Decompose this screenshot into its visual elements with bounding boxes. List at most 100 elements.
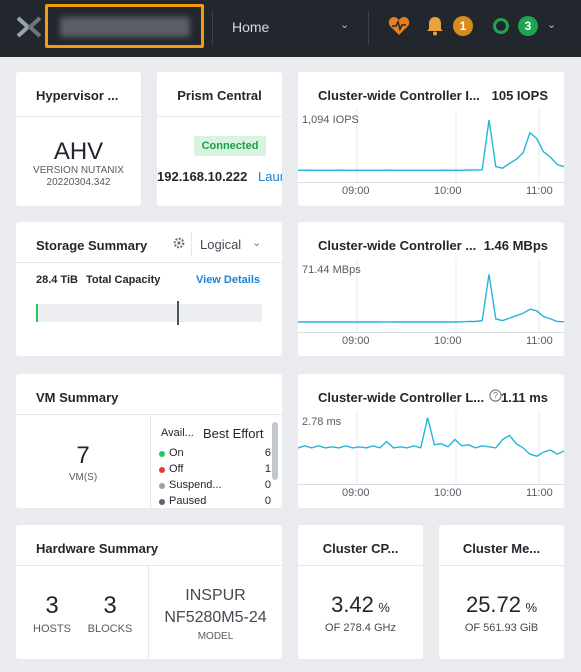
cpu-usage-unit: % — [378, 600, 390, 615]
storage-used-fill — [36, 304, 38, 322]
alerts-count-badge[interactable]: 1 — [453, 16, 473, 36]
gear-icon[interactable] — [172, 236, 186, 250]
chart-max-label: 1,094 IOPS — [302, 114, 359, 126]
divider — [16, 262, 282, 263]
vm-status-value: 0 — [264, 479, 271, 491]
x-tick-label: 11:00 — [526, 487, 553, 499]
divider — [150, 414, 151, 508]
vm-status-row[interactable]: On 6 — [159, 447, 271, 461]
divider — [368, 12, 369, 44]
memory-usage-unit: % — [525, 600, 538, 615]
top-navigation-bar: Home ⌄ 1 3 ⌄ — [0, 0, 581, 57]
card-title: Prism Central — [177, 88, 262, 103]
controller-iops-card[interactable]: Cluster-wide Controller I... 105 IOPS 1,… — [298, 72, 564, 206]
tasks-ring-icon[interactable] — [493, 18, 509, 34]
svg-text:?: ? — [493, 391, 498, 401]
total-capacity-label: Total Capacity — [86, 274, 161, 286]
prism-central-ip: 192.168.10.222 — [157, 169, 248, 184]
card-title: Storage Summary — [36, 238, 148, 253]
cluster-cpu-card[interactable]: Cluster CP... 3.42 % OF 278.4 GHz — [298, 525, 423, 659]
memory-usage: 25.72 % — [439, 592, 564, 618]
vm-status-label: Paused — [169, 495, 207, 507]
connection-status-badge: Connected — [194, 136, 266, 156]
view-details-link[interactable]: View Details — [196, 274, 260, 286]
vm-status-value: 0 — [264, 495, 271, 507]
total-capacity-value: 28.4 TiB — [36, 274, 78, 286]
hardware-summary-card[interactable]: Hardware Summary 3 HOSTS 3 BLOCKS INSPUR… — [16, 525, 282, 659]
series-line — [298, 274, 564, 323]
blocks-label: BLOCKS — [87, 623, 133, 635]
blocks-count: 3 — [103, 592, 117, 619]
x-tick-label: 11:00 — [526, 335, 553, 347]
chart-title: Cluster-wide Controller L... — [318, 390, 485, 405]
hardware-model: NF5280M5-24 — [164, 609, 267, 626]
cluster-name-selector[interactable] — [45, 4, 204, 48]
series-line — [298, 417, 564, 457]
x-tick-label: 09:00 — [342, 335, 370, 347]
prism-central-card[interactable]: Prism Central Connected 192.168.10.222 L… — [157, 72, 282, 206]
vm-status-row[interactable]: Suspend... 0 — [159, 479, 271, 493]
storage-summary-card[interactable]: Storage Summary Logical ⌄ 28.4 TiB Total… — [16, 222, 282, 356]
status-dot-icon — [159, 499, 165, 505]
chart-max-label: 71.44 MBps — [302, 264, 361, 276]
divider — [212, 12, 213, 44]
divider — [439, 565, 564, 566]
x-tick-label: 09:00 — [342, 185, 370, 197]
vm-status-value: 6 — [264, 447, 271, 459]
x-tick-label: 10:00 — [434, 487, 462, 499]
latency-line-chart[interactable] — [298, 411, 564, 485]
alerts-bell-icon[interactable] — [426, 16, 444, 36]
x-tick-label: 11:00 — [526, 185, 553, 197]
chart-current-value: 105 IOPS — [491, 88, 548, 103]
hardware-vendor: INSPUR — [185, 587, 246, 604]
status-dot-icon — [159, 467, 165, 473]
memory-capacity: OF 561.93 GiB — [464, 622, 539, 634]
vm-status-label: Suspend... — [169, 479, 222, 491]
tasks-count-badge[interactable]: 3 — [518, 16, 538, 36]
hosts-count: 3 — [45, 592, 59, 619]
hypervisor-version-line1: VERSION NUTANIX — [33, 165, 124, 176]
vm-status-row[interactable]: Off 1 — [159, 463, 271, 477]
launch-link[interactable]: Laun — [258, 169, 282, 184]
chart-max-label: 2.78 ms — [302, 416, 342, 428]
bandwidth-line-chart[interactable] — [298, 259, 564, 333]
health-heart-icon[interactable] — [388, 16, 410, 36]
vm-status-value: 1 — [264, 463, 271, 475]
nutanix-logo-icon[interactable] — [16, 16, 42, 38]
availability-value: Best Effort — [203, 426, 264, 441]
cpu-usage: 3.42 % — [298, 592, 423, 618]
divider — [157, 116, 282, 117]
controller-latency-card[interactable]: Cluster-wide Controller L... ? 1.11 ms 2… — [298, 374, 564, 508]
hypervisor-summary-card[interactable]: Hypervisor ... AHV VERSION NUTANIX 20220… — [16, 72, 141, 206]
divider — [16, 414, 282, 415]
vm-count: 7 — [76, 442, 90, 469]
memory-usage-value: 25.72 — [465, 592, 522, 617]
home-menu-label[interactable]: Home — [232, 19, 270, 35]
chevron-down-icon[interactable]: ⌄ — [547, 19, 557, 31]
vm-summary-card[interactable]: VM Summary 7 VM(S) Avail... Best Effort … — [16, 374, 282, 508]
vm-status-row[interactable]: Paused 0 — [159, 495, 271, 508]
status-dot-icon — [159, 483, 165, 489]
card-title: Cluster CP... — [322, 541, 399, 556]
divider — [148, 565, 149, 659]
storage-view-select[interactable]: Logical — [200, 237, 242, 252]
card-title: Cluster Me... — [462, 541, 541, 556]
hosts-label: HOSTS — [33, 623, 71, 635]
storage-threshold-marker — [177, 301, 179, 325]
status-dot-icon — [159, 451, 165, 457]
scrollbar-thumb[interactable] — [272, 422, 278, 480]
chevron-down-icon[interactable]: ⌄ — [340, 19, 350, 31]
controller-bandwidth-card[interactable]: Cluster-wide Controller ... 1.46 MBps 71… — [298, 222, 564, 356]
help-question-icon[interactable]: ? — [489, 389, 502, 402]
iops-line-chart[interactable] — [298, 109, 564, 183]
chart-current-value: 1.11 ms — [501, 390, 548, 405]
divider — [191, 232, 192, 256]
divider — [16, 116, 141, 117]
cluster-memory-card[interactable]: Cluster Me... 25.72 % OF 561.93 GiB — [439, 525, 564, 659]
cluster-name-redacted — [60, 17, 190, 37]
chart-title: Cluster-wide Controller I... — [318, 88, 480, 103]
divider — [16, 565, 282, 566]
card-title: Hardware Summary — [36, 541, 159, 556]
chevron-down-icon[interactable]: ⌄ — [252, 237, 262, 249]
x-tick-label: 10:00 — [434, 335, 462, 347]
